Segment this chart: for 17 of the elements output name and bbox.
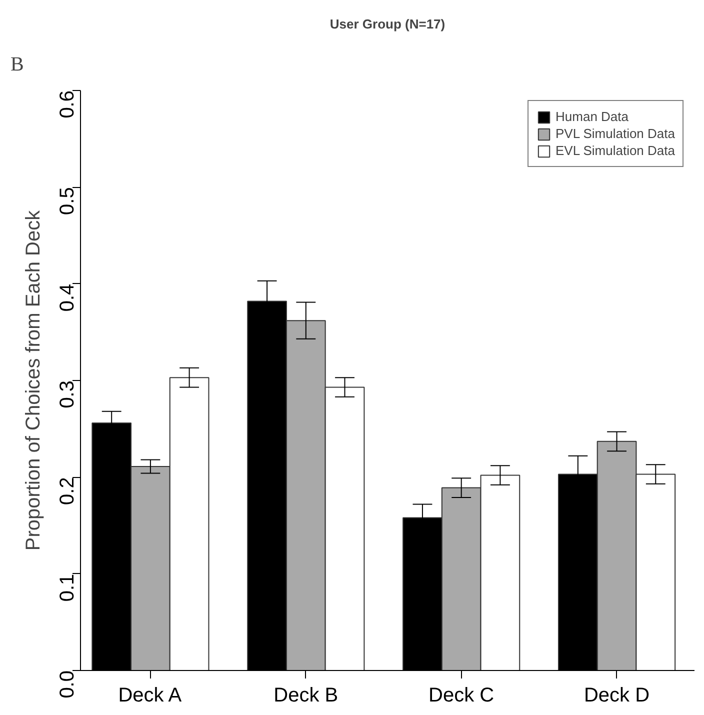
y-tick-label: 0.1	[56, 574, 78, 602]
y-tick-label: 0.3	[56, 380, 78, 408]
x-tick-label: Deck A	[118, 684, 182, 706]
legend-label: Human Data	[556, 109, 628, 124]
x-tick-label: Deck D	[584, 684, 650, 706]
y-tick-label: 0.5	[56, 187, 78, 215]
legend-label: EVL Simulation Data	[556, 143, 675, 158]
x-tick-label: Deck B	[274, 684, 338, 706]
y-tick-label: 0.0	[56, 670, 78, 698]
y-tick-label: 0.4	[56, 284, 78, 312]
text: B	[10, 54, 24, 76]
chart-title: User Group (N=17)	[330, 16, 446, 32]
x-tick-label: Deck C	[428, 684, 494, 706]
y-axis-title: Proportion of Choices from Each Deck	[22, 209, 44, 551]
legend-label: PVL Simulation Data	[556, 126, 675, 141]
y-tick-label: 0.2	[56, 477, 78, 505]
y-tick-label: 0.6	[56, 90, 78, 118]
